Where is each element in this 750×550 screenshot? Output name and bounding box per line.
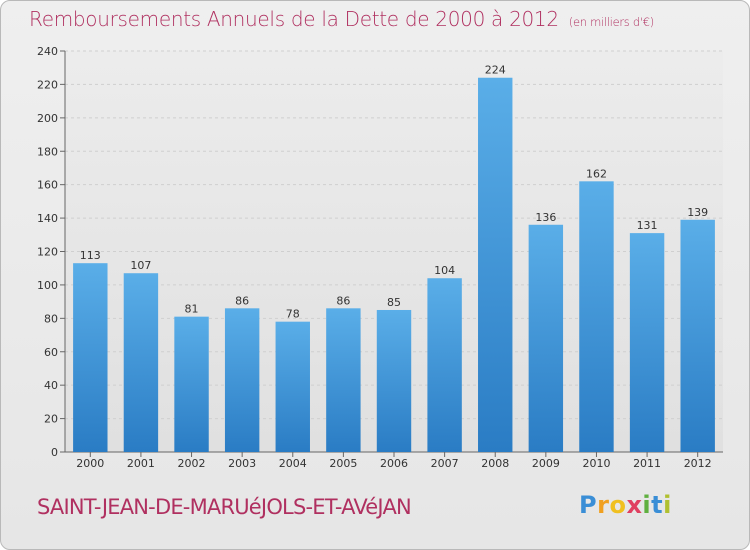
bar <box>376 309 412 452</box>
y-tick-label: 220 <box>37 78 58 91</box>
bar <box>174 316 209 452</box>
bar <box>680 219 715 452</box>
bar <box>528 224 564 452</box>
unit-note: (en milliers d'€) <box>568 15 654 29</box>
chart-title-text: Remboursements Annuels de la Dette de 20… <box>29 7 559 31</box>
bar <box>579 181 614 452</box>
chart-title: Remboursements Annuels de la Dette de 20… <box>29 7 654 31</box>
y-tick-label: 160 <box>37 179 58 192</box>
logo-letter: P <box>579 491 598 519</box>
x-tick-label: 2010 <box>582 457 610 470</box>
data-label: 86 <box>235 294 249 307</box>
logo-letter: o <box>609 491 627 519</box>
tick-labels: 0 20 40 60 80 100 120 140 160 180 200 220 240 2000 200… <box>37 45 712 470</box>
x-tick-label: 2004 <box>279 457 307 470</box>
data-labels: 113 107 81 86 78 86 85 104 224 136 162 131 139 <box>80 64 708 321</box>
bars <box>73 77 715 452</box>
x-tick-label: 2008 <box>481 457 509 470</box>
logo-letter: x <box>626 491 643 519</box>
y-tick-label: 120 <box>37 246 58 259</box>
y-tick-label: 140 <box>37 212 58 225</box>
x-tick-label: 2009 <box>532 457 560 470</box>
data-label: 131 <box>637 219 658 232</box>
bar <box>326 308 361 452</box>
bar <box>73 263 108 452</box>
data-label: 224 <box>485 64 506 77</box>
city-name: SAINT-JEAN-DE-MARUéJOLS-ET-AVéJAN <box>37 495 412 519</box>
bar <box>629 233 665 452</box>
data-label: 85 <box>387 296 401 309</box>
x-tick-label: 2012 <box>684 457 712 470</box>
y-tick-label: 60 <box>44 346 58 359</box>
x-tick-label: 2001 <box>127 457 155 470</box>
bar <box>123 273 159 452</box>
logo-letter: t <box>651 491 664 519</box>
y-tick-label: 200 <box>37 112 58 125</box>
data-label: 139 <box>687 206 708 219</box>
y-tick-label: 180 <box>37 145 58 158</box>
data-label: 81 <box>185 303 199 316</box>
x-tick-label: 2003 <box>228 457 256 470</box>
data-label: 86 <box>336 294 350 307</box>
proxiti-logo[interactable]: Proxiti <box>579 491 672 519</box>
bar <box>275 321 310 452</box>
x-tick-label: 2000 <box>76 457 104 470</box>
y-tick-label: 240 <box>37 45 58 58</box>
data-label: 162 <box>586 167 607 180</box>
bar <box>478 77 513 452</box>
y-tick-label: 20 <box>44 413 58 426</box>
x-tick-label: 2002 <box>178 457 206 470</box>
data-label: 107 <box>130 259 151 272</box>
y-tick-label: 0 <box>51 446 58 459</box>
y-tick-label: 100 <box>37 279 58 292</box>
x-tick-label: 2006 <box>380 457 408 470</box>
logo-letter: i <box>642 491 652 519</box>
data-label: 78 <box>286 308 300 321</box>
logo-letter: r <box>597 491 610 519</box>
x-tick-label: 2011 <box>633 457 661 470</box>
y-tick-label: 80 <box>44 312 58 325</box>
data-label: 104 <box>434 264 455 277</box>
x-tick-label: 2005 <box>329 457 357 470</box>
y-tick-label: 40 <box>44 379 58 392</box>
logo-letter: i <box>663 491 672 519</box>
bar <box>427 278 462 452</box>
bar <box>224 308 260 452</box>
data-label: 113 <box>80 249 101 262</box>
x-tick-label: 2007 <box>431 457 459 470</box>
data-label: 136 <box>535 211 556 224</box>
